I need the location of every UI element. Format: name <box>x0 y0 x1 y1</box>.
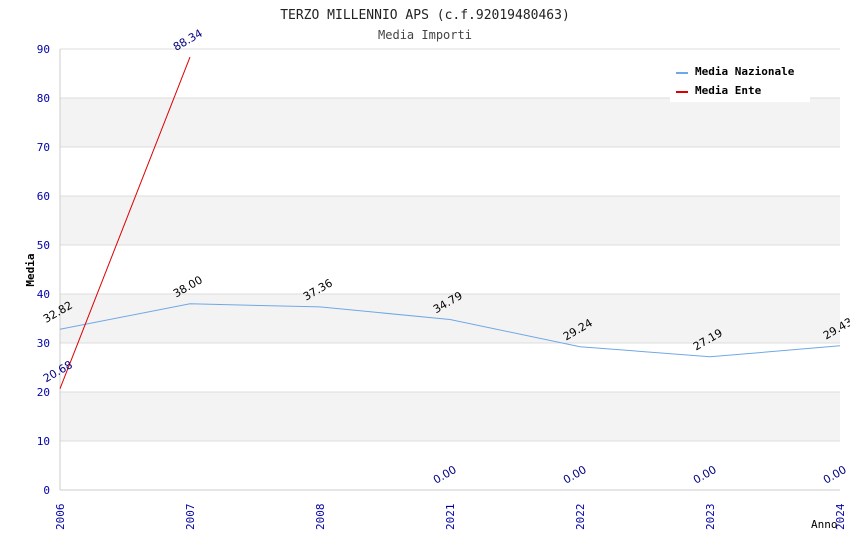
y-axis-title: Media <box>24 253 37 286</box>
legend-box <box>670 58 810 102</box>
y-tick-label: 10 <box>37 435 50 448</box>
y-tick-label: 40 <box>37 288 50 301</box>
x-tick-label: 2023 <box>704 504 717 531</box>
x-axis-title: Anno <box>811 518 838 531</box>
series-lines <box>59 56 841 389</box>
y-tick-label: 80 <box>37 92 50 105</box>
x-tick-label: 2022 <box>574 504 587 531</box>
y-tick-label: 50 <box>37 239 50 252</box>
x-tick-label: 2024 <box>834 503 847 530</box>
y-tick-label: 90 <box>37 43 50 56</box>
y-tick-label: 30 <box>37 337 50 350</box>
grid-band <box>60 294 840 343</box>
x-tick-label: 2006 <box>54 504 67 531</box>
grid-band <box>60 392 840 441</box>
x-tick-label: 2021 <box>444 504 457 531</box>
data-label-media-ente: 88.34 <box>171 27 205 54</box>
data-label-media-ente: 20.68 <box>41 358 75 385</box>
grid-band <box>60 98 840 147</box>
y-tick-label: 0 <box>43 484 50 497</box>
grid-lines <box>60 48 840 442</box>
legend-label-media-nazionale: Media Nazionale <box>695 65 795 78</box>
y-tick-labels: 0 10 20 30 40 50 60 70 80 90 <box>37 43 50 497</box>
x-tick-label: 2008 <box>314 504 327 531</box>
data-label-media-ente: 0.00 <box>821 463 849 487</box>
data-label-media-ente: 0.00 <box>561 463 589 487</box>
x-tick-label: 2007 <box>184 504 197 531</box>
chart-subtitle: Media Importi <box>378 28 472 42</box>
y-tick-label: 20 <box>37 386 50 399</box>
y-tick-label: 70 <box>37 141 50 154</box>
legend: Media Nazionale Media Ente <box>670 58 810 102</box>
legend-label-media-ente: Media Ente <box>695 84 762 97</box>
y-tick-label: 60 <box>37 190 50 203</box>
series-line-media-nazionale <box>59 303 841 358</box>
data-label-media-ente: 0.00 <box>431 463 459 487</box>
series-line-media-ente <box>59 56 191 389</box>
grid-bands <box>60 98 840 441</box>
chart-title: TERZO MILLENNIO APS (c.f.92019480463) <box>280 8 570 23</box>
data-label-media-ente: 0.00 <box>691 463 719 487</box>
grid-band <box>60 196 840 245</box>
x-tick-labels: 2006 2007 2008 2021 2022 2023 2024 <box>54 503 847 530</box>
